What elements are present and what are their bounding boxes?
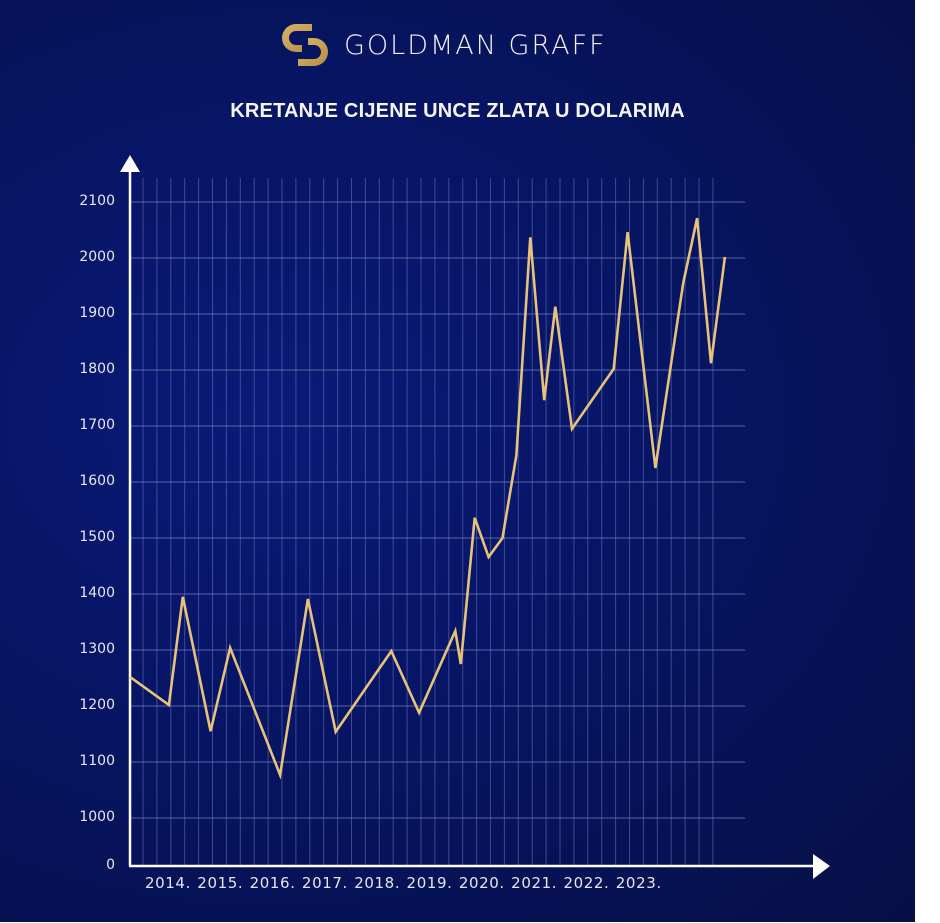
brand-name: GOLDMAN GRAFF xyxy=(344,29,607,61)
gg-monogram-icon xyxy=(282,24,328,66)
brand-logo: GOLDMAN GRAFF xyxy=(276,18,607,72)
y-axis-arrow-icon xyxy=(120,155,140,172)
y-axis-label: 1300 xyxy=(79,641,115,657)
y-axis-label: 1400 xyxy=(79,585,115,601)
y-axis-label: 1000 xyxy=(79,809,115,825)
y-axis-label: 2100 xyxy=(79,193,115,209)
chart-panel: GOLDMAN GRAFF KRETANJE CIJENE UNCE ZLATA… xyxy=(0,0,915,922)
y-axis-label: 1100 xyxy=(79,753,115,769)
y-axis-label: 1800 xyxy=(79,361,115,377)
y-axis-label: 1500 xyxy=(79,529,115,545)
chart-title: KRETANJE CIJENE UNCE ZLATA U DOLARIMA xyxy=(230,100,685,122)
line-chart xyxy=(120,155,830,879)
y-axis-label: 1600 xyxy=(79,473,115,489)
x-axis-arrow-icon xyxy=(813,854,830,879)
y-axis-label: 0 xyxy=(106,857,115,873)
x-axis-labels: 2014. 2015. 2016. 2017. 2018. 2019. 2020… xyxy=(145,874,662,892)
price-line xyxy=(129,217,727,780)
y-axis-label: 1900 xyxy=(79,305,115,321)
y-axis-label: 1200 xyxy=(79,697,115,713)
y-axis-label: 1700 xyxy=(79,417,115,433)
y-axis-label: 2000 xyxy=(79,249,115,265)
